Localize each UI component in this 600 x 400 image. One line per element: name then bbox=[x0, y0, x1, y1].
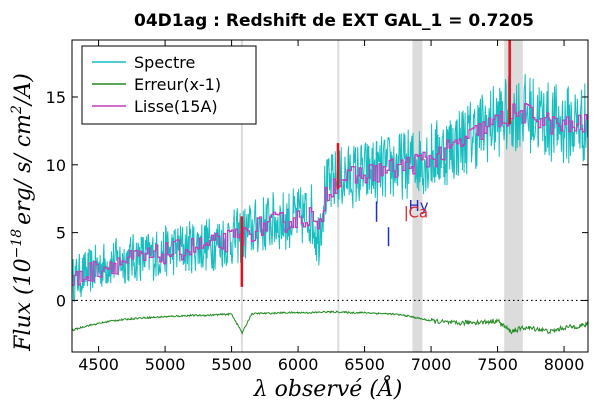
y-axis-label-group: Flux (10−18 erg/ s/ cm2/A) bbox=[9, 73, 36, 352]
y-tick-label-1: 5 bbox=[56, 224, 66, 243]
annotation-0: Hy bbox=[408, 197, 428, 215]
series-erreur-line bbox=[71, 310, 589, 336]
sky-band-2 bbox=[412, 40, 423, 352]
y-axis-label-main: Flux (10 bbox=[11, 258, 36, 351]
y-axis-label-exp2: 2 bbox=[9, 105, 25, 115]
x-tick-label-2: 5500 bbox=[211, 355, 252, 374]
x-tick-label-3: 6000 bbox=[278, 355, 319, 374]
x-axis-label: λ observé (Å) bbox=[253, 374, 403, 400]
x-tick-label-6: 7500 bbox=[477, 355, 518, 374]
axes: 4500 5000 5500 6000 6500 7000 7500 8000 0 5 10 15 bbox=[46, 39, 589, 374]
y-axis-label-rest: erg/ s/ cm bbox=[11, 114, 36, 225]
legend-label-1: Erreur(x-1) bbox=[134, 75, 221, 94]
plot-frame bbox=[71, 39, 589, 353]
x-tick-label-7: 8000 bbox=[544, 355, 585, 374]
y-tick-label-2: 10 bbox=[46, 156, 66, 175]
annotation-1: Ca bbox=[408, 204, 428, 222]
sky-band-3 bbox=[504, 40, 523, 352]
y-axis-label-end: /A) bbox=[11, 73, 36, 107]
legend: Spectre Erreur(x-1) Lisse(15A) bbox=[81, 45, 257, 125]
y-axis-label: Flux (10−18 erg/ s/ cm2/A) bbox=[9, 73, 36, 352]
chart-title: 04D1ag : Redshift de EXT GAL_1 = 0.7205 bbox=[134, 11, 534, 31]
x-tick-label-1: 5000 bbox=[145, 355, 186, 374]
series-lisse-line bbox=[72, 103, 588, 286]
legend-box bbox=[81, 45, 257, 125]
legend-label-2: Lisse(15A) bbox=[134, 97, 218, 116]
annotation-2: | bbox=[404, 204, 409, 222]
x-tick-label-5: 7000 bbox=[411, 355, 452, 374]
y-tick-label-3: 15 bbox=[46, 88, 66, 107]
x-tick-label-4: 6500 bbox=[344, 355, 385, 374]
sky-band-0 bbox=[240, 40, 243, 352]
y-tick-label-0: 0 bbox=[56, 291, 66, 310]
legend-label-0: Spectre bbox=[134, 53, 195, 72]
series-spectre-line bbox=[71, 73, 589, 303]
x-tick-label-0: 4500 bbox=[78, 355, 119, 374]
y-axis-label-exp: −18 bbox=[9, 229, 25, 259]
